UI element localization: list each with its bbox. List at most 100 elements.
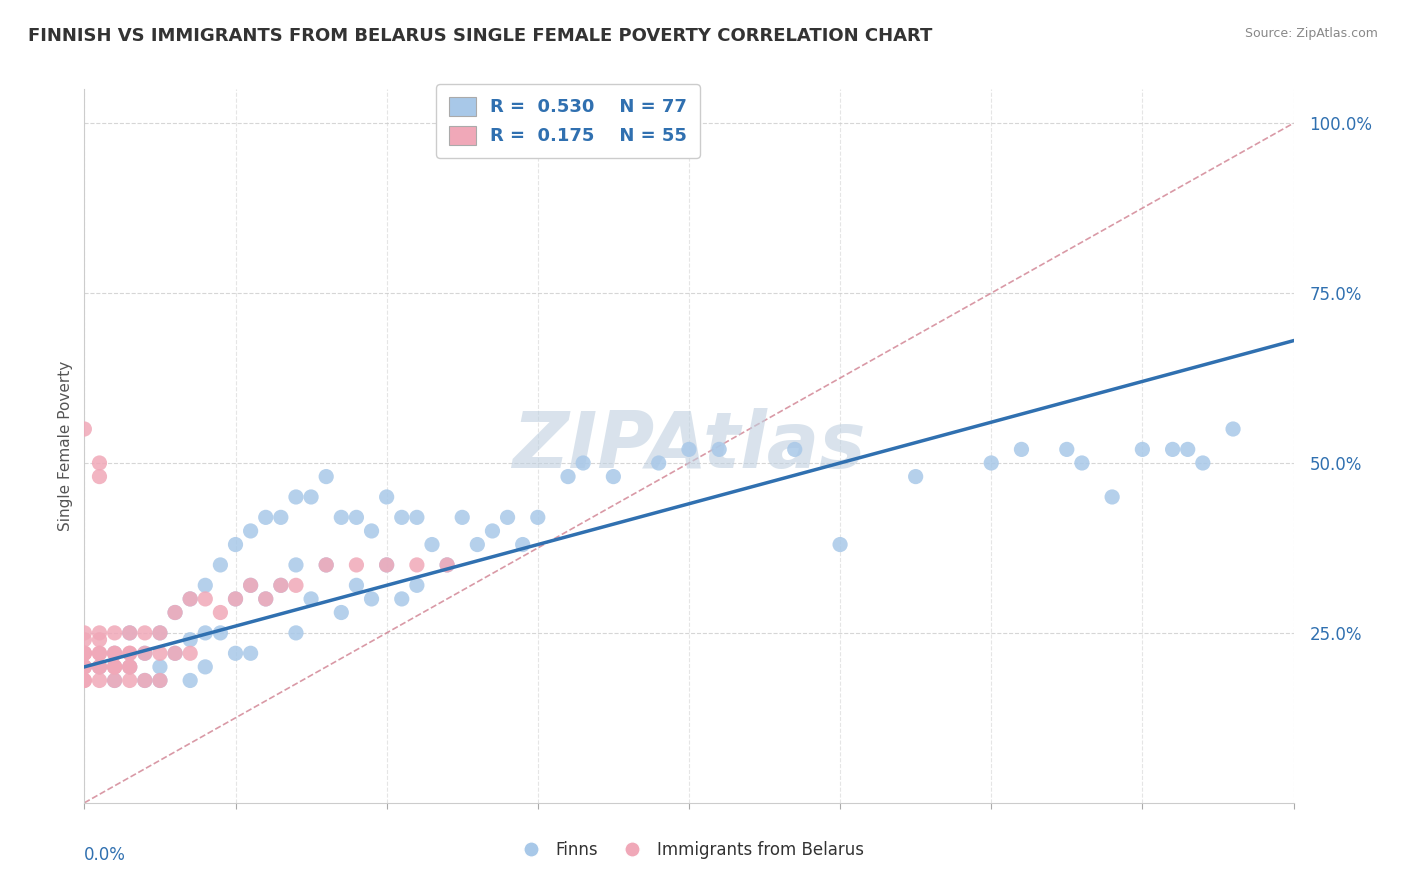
Point (89, 456, 111, 470)
Point (209, 626, 232, 640)
Point (89, 626, 111, 640)
Point (149, 626, 172, 640)
Point (89, 469, 111, 483)
Point (118, 626, 141, 640)
Point (225, 591, 247, 606)
Point (104, 673, 127, 688)
Point (149, 673, 172, 688)
Point (73, 660, 96, 674)
Point (134, 673, 156, 688)
Point (73, 632, 96, 647)
Point (436, 558, 458, 572)
Point (346, 510, 368, 524)
Point (73, 660, 96, 674)
Point (165, 646, 187, 660)
Point (451, 510, 474, 524)
Point (134, 673, 156, 688)
Point (209, 606, 232, 620)
Point (118, 646, 141, 660)
Point (118, 673, 141, 688)
Point (512, 537, 534, 551)
Point (73, 626, 96, 640)
Point (73, 673, 96, 688)
Point (118, 626, 141, 640)
Point (360, 524, 382, 538)
Point (118, 660, 141, 674)
Point (194, 626, 217, 640)
Point (149, 626, 172, 640)
Point (648, 456, 671, 470)
Point (239, 646, 262, 660)
Point (89, 673, 111, 688)
Point (830, 537, 852, 551)
Point (285, 578, 308, 592)
Point (406, 578, 429, 592)
Point (179, 632, 201, 647)
Point (285, 490, 308, 504)
Point (330, 510, 353, 524)
Point (496, 510, 519, 524)
Point (375, 490, 398, 504)
Point (149, 660, 172, 674)
Point (104, 626, 127, 640)
Point (179, 591, 201, 606)
Point (375, 558, 398, 572)
Point (481, 524, 503, 538)
Text: ZIPAtlas: ZIPAtlas (512, 408, 866, 484)
Point (678, 442, 700, 457)
Point (270, 510, 292, 524)
Y-axis label: Single Female Poverty: Single Female Poverty (58, 361, 73, 531)
Point (89, 660, 111, 674)
Point (285, 626, 308, 640)
Point (391, 591, 413, 606)
Point (134, 646, 156, 660)
Point (73, 646, 96, 660)
Point (572, 456, 595, 470)
Point (104, 646, 127, 660)
Point (254, 591, 277, 606)
Point (165, 606, 187, 620)
Point (149, 646, 172, 660)
Legend: Finns, Immigrants from Belarus: Finns, Immigrants from Belarus (508, 835, 870, 866)
Point (194, 591, 217, 606)
Point (346, 558, 368, 572)
Point (1130, 442, 1153, 457)
Point (118, 660, 141, 674)
Point (346, 578, 368, 592)
Point (239, 578, 262, 592)
Point (904, 469, 927, 483)
Text: 0.0%: 0.0% (84, 846, 127, 863)
Point (299, 490, 322, 504)
Point (209, 558, 232, 572)
Point (783, 442, 806, 457)
Point (104, 646, 127, 660)
Point (1056, 442, 1078, 457)
Point (285, 558, 308, 572)
Point (73, 422, 96, 436)
Point (270, 578, 292, 592)
Point (330, 606, 353, 620)
Point (406, 510, 429, 524)
Point (980, 456, 1002, 470)
Point (527, 510, 550, 524)
Point (1101, 490, 1123, 504)
Point (406, 558, 429, 572)
Point (104, 646, 127, 660)
Point (118, 646, 141, 660)
Point (1177, 442, 1199, 457)
Point (270, 578, 292, 592)
Point (165, 606, 187, 620)
Point (467, 537, 489, 551)
Point (73, 646, 96, 660)
Point (134, 646, 156, 660)
Point (225, 537, 247, 551)
Point (360, 591, 382, 606)
Point (1192, 456, 1215, 470)
Point (89, 632, 111, 647)
Point (315, 558, 337, 572)
Point (104, 660, 127, 674)
Point (239, 578, 262, 592)
Point (375, 558, 398, 572)
Point (104, 673, 127, 688)
Point (179, 673, 201, 688)
